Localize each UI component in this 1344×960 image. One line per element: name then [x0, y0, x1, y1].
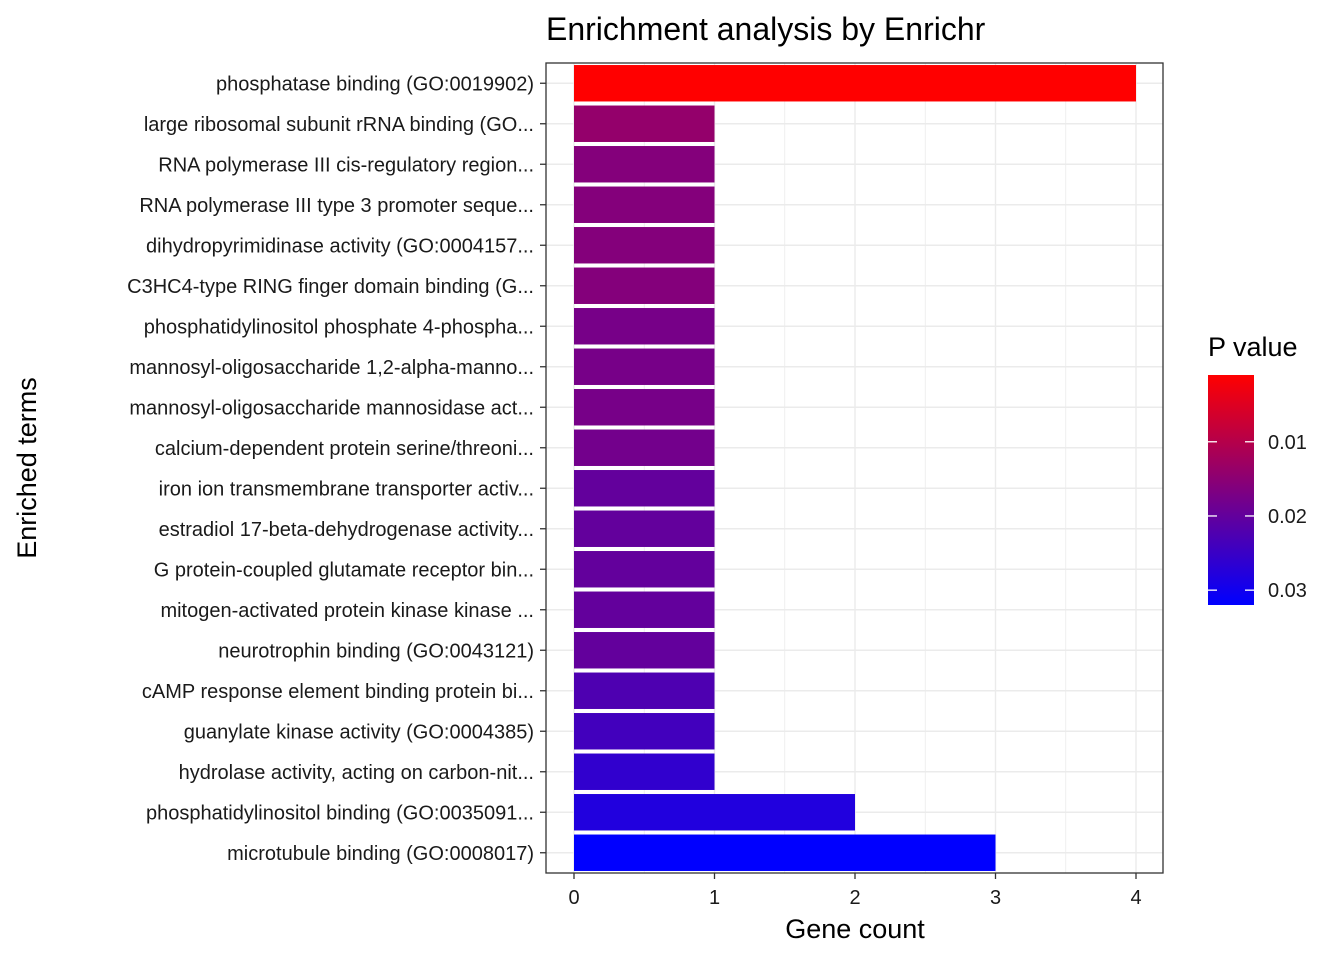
- y-tick-label: mitogen-activated protein kinase kinase …: [160, 600, 534, 622]
- x-tick-label: 1: [709, 887, 720, 909]
- y-tick-label: calcium-dependent protein serine/threoni…: [155, 438, 534, 460]
- y-tick-label: RNA polymerase III type 3 promoter seque…: [139, 195, 534, 217]
- y-axis-title: Enriched terms: [12, 377, 42, 559]
- legend-tick-label: 0.03: [1268, 580, 1307, 602]
- bars: [574, 65, 1136, 871]
- bar: [574, 753, 715, 790]
- bar: [574, 227, 715, 264]
- y-tick-label: mannosyl-oligosaccharide 1,2-alpha-manno…: [129, 357, 534, 379]
- bar: [574, 348, 715, 385]
- chart-title: Enrichment analysis by Enrichr: [546, 11, 986, 47]
- bar: [574, 186, 715, 223]
- y-tick-label: dihydropyrimidinase activity (GO:0004157…: [146, 235, 534, 257]
- y-tick-label: guanylate kinase activity (GO:0004385): [184, 721, 534, 743]
- y-tick-label: phosphatase binding (GO:0019902): [216, 73, 534, 95]
- legend-title: P value: [1208, 332, 1298, 362]
- bar: [574, 65, 1136, 102]
- bar: [574, 308, 715, 345]
- bar: [574, 389, 715, 426]
- bar: [574, 470, 715, 507]
- legend-ticks: 0.01 0.02 0.03: [1208, 432, 1307, 602]
- y-tick-label: iron ion transmembrane transporter activ…: [159, 478, 534, 500]
- bar: [574, 672, 715, 709]
- y-tick-label: phosphatidylinositol binding (GO:0035091…: [146, 802, 534, 824]
- y-tick-label: hydrolase activity, acting on carbon-nit…: [179, 762, 534, 784]
- legend-tick-label: 0.01: [1268, 432, 1307, 454]
- y-tick-label: microtubule binding (GO:0008017): [227, 843, 534, 865]
- x-tick-label: 4: [1130, 887, 1141, 909]
- x-tick-label: 3: [990, 887, 1001, 909]
- y-tick-label: cAMP response element binding protein bi…: [142, 681, 534, 703]
- bar: [574, 429, 715, 466]
- y-tick-label: large ribosomal subunit rRNA binding (GO…: [144, 114, 534, 136]
- bar: [574, 632, 715, 669]
- y-tick-label: G protein-coupled glutamate receptor bin…: [154, 559, 534, 581]
- y-tick-label: phosphatidylinositol phosphate 4-phospha…: [144, 316, 534, 338]
- bar: [574, 267, 715, 304]
- bar: [574, 510, 715, 547]
- y-tick-label: neurotrophin binding (GO:0043121): [218, 640, 534, 662]
- bar: [574, 834, 996, 871]
- bar: [574, 105, 715, 142]
- y-tick-label: C3HC4-type RING finger domain binding (G…: [127, 276, 534, 298]
- x-tick-label: 2: [849, 887, 860, 909]
- x-axis-ticks: 0 1 2 3 4: [568, 873, 1142, 909]
- bar: [574, 713, 715, 750]
- bar: [574, 794, 855, 831]
- legend-tick-label: 0.02: [1268, 506, 1307, 528]
- x-axis-title: Gene count: [785, 914, 925, 944]
- bar: [574, 591, 715, 628]
- legend: P value 0.01 0.02 0.03: [1208, 332, 1307, 605]
- y-axis-ticks: phosphatase binding (GO:0019902) large ri…: [127, 73, 546, 865]
- bar: [574, 551, 715, 588]
- y-tick-label: RNA polymerase III cis-regulatory region…: [158, 154, 534, 176]
- legend-colorbar: [1208, 375, 1254, 605]
- x-tick-label: 0: [568, 887, 579, 909]
- y-tick-label: estradiol 17-beta-dehydrogenase activity…: [159, 519, 534, 541]
- y-tick-label: mannosyl-oligosaccharide mannosidase act…: [129, 397, 534, 419]
- bar: [574, 146, 715, 183]
